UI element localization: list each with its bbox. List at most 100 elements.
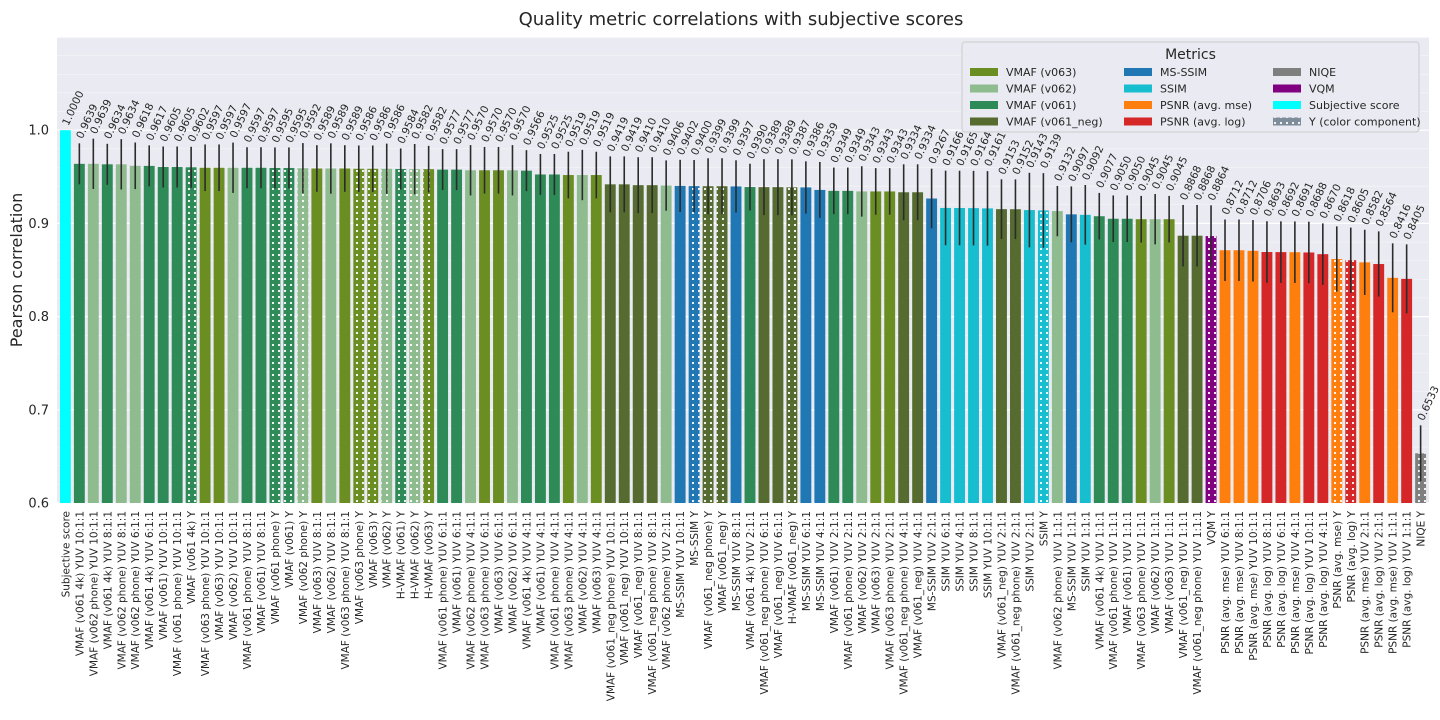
category-label: VMAF (v061 4k) YUV 6:1:1: [144, 511, 156, 649]
bar-dot-hatch: [1205, 236, 1217, 503]
bar: [618, 184, 630, 504]
category-label: MS-SSIM YUV 6:1:1: [801, 511, 813, 611]
bar: [1079, 214, 1091, 503]
category-label: VMAF (v062) YUV 4:1:1: [577, 511, 589, 633]
category-label: VMAF (v062) YUV 1:1:1: [1150, 511, 1162, 633]
y-tick-label: 1.0: [28, 124, 49, 139]
bar: [940, 207, 952, 503]
category-label: PSNR (avg. mse) Y: [1332, 510, 1344, 608]
bar: [1247, 250, 1259, 503]
bar-dot-hatch: [786, 187, 798, 503]
bar: [520, 170, 532, 503]
bar: [968, 208, 979, 503]
error-bars: [78, 138, 1422, 482]
bar: [1023, 210, 1035, 504]
category-label: VMAF (v061_neg phone) YUV 8:1:1: [647, 511, 659, 695]
category-label: VMAF (v063) YUV 4:1:1: [591, 511, 603, 633]
category-label: VMAF (v061 phone) YUV 4:1:1: [549, 511, 561, 670]
bar-dot-hatch: [381, 168, 393, 504]
bar-dot-hatch: [688, 186, 700, 503]
bar: [898, 192, 910, 504]
legend-swatch: [970, 84, 998, 93]
bar: [1009, 209, 1021, 504]
bar-dot-hatch: [1037, 210, 1049, 504]
bar: [1093, 216, 1105, 503]
bar: [1261, 252, 1273, 503]
category-label: VMAF (v061_neg phone) YUV 2:1:1: [1010, 511, 1022, 695]
bar: [465, 170, 477, 503]
category-label: NIQE Y: [1416, 510, 1428, 546]
category-label: VMAF (v061 phone) Y: [270, 510, 282, 624]
category-label: H-VMAF (v063) Y: [424, 510, 436, 599]
legend-swatch-hatch: [1273, 117, 1301, 126]
bar: [129, 165, 141, 503]
legend-label: VMAF (v061): [1006, 99, 1076, 112]
category-label: VMAF (v063 phone) YUV 4:1:1: [563, 511, 575, 670]
bar: [828, 190, 840, 503]
category-label: PSNR (avg. mse) YUV 6:1:1: [1220, 511, 1232, 654]
category-label: VMAF (v061 4k) YUV 10:1:1: [74, 511, 86, 656]
bar: [1191, 235, 1203, 503]
bar: [227, 167, 239, 504]
bar: [730, 186, 742, 503]
category-label: VMAF (v061_neg) YUV 8:1:1: [633, 511, 645, 658]
bar: [590, 175, 602, 503]
category-label: SSIM Y: [1038, 510, 1050, 546]
category-label: SSIM YUV 4:1:1: [955, 511, 967, 592]
bar: [115, 164, 127, 503]
category-label: VMAF (v061_neg) YUV 6:1:1: [773, 511, 785, 658]
category-label: MS-SSIM YUV 10:1:1: [675, 511, 687, 618]
category-label: VMAF (v061 phone) YUV 8:1:1: [242, 511, 254, 670]
legend-swatch: [970, 101, 998, 109]
category-label: VMAF (v061) YUV 1:1:1: [1122, 511, 1134, 633]
category-label: VMAF (v063) YUV 10:1:1: [214, 511, 226, 640]
bar: [1135, 219, 1147, 503]
legend-label: PSNR (avg. log): [1160, 116, 1246, 129]
category-label: VMAF (v061_neg phone) YUV 1:1:1: [1192, 511, 1204, 695]
bar: [842, 190, 854, 503]
bar: [213, 167, 225, 504]
legend-label: VMAF (v063): [1006, 66, 1076, 79]
bar: [772, 187, 784, 503]
bar: [604, 184, 616, 504]
bar: [926, 198, 938, 503]
category-label: SSIM YUV 6:1:1: [941, 511, 953, 592]
bar: [451, 169, 463, 503]
bar: [562, 175, 574, 503]
category-label: VMAF (v062) YUV 6:1:1: [507, 511, 519, 633]
bar-series: [59, 130, 1427, 504]
bar: [1051, 211, 1063, 503]
legend-swatch: [1273, 68, 1301, 76]
category-label: H-VMAF (v061_neg) Y: [787, 510, 799, 624]
category-label: VMAF (v061) YUV 4:1:1: [535, 511, 547, 633]
bar: [143, 165, 155, 503]
category-label: PSNR (avg. log) YUV 1:1:1: [1402, 511, 1414, 648]
category-label: VMAF (v061 4k) YUV 4:1:1: [521, 511, 533, 649]
category-label: VMAF (v062 phone) YUV 1:1:1: [1052, 511, 1064, 670]
category-label: VMAF (v061 phone) YUV 10:1:1: [172, 511, 184, 676]
category-label: VMAF (v061 4k) YUV 1:1:1: [1094, 511, 1106, 649]
category-label: VMAF (v061_neg) YUV 2:1:1: [996, 511, 1008, 658]
legend-swatch: [1273, 101, 1301, 109]
bar: [1289, 252, 1301, 503]
bar: [1149, 219, 1161, 503]
category-label: VMAF (v063 phone) Y: [354, 510, 366, 624]
y-tick-label: 0.8: [28, 310, 49, 325]
y-tick-label: 0.7: [28, 403, 49, 418]
bar: [1387, 277, 1399, 503]
category-label: VMAF (v063) Y: [368, 510, 380, 588]
bar: [758, 187, 770, 503]
category-label: SSIM YUV 1:1:1: [1080, 511, 1092, 592]
bar: [1163, 219, 1175, 503]
category-label: SSIM YUV 2:1:1: [1024, 511, 1036, 592]
bar: [1121, 218, 1133, 504]
bar: [87, 163, 99, 503]
bar: [744, 187, 756, 503]
legend-swatch: [1124, 101, 1152, 109]
legend-swatch: [970, 117, 998, 126]
bar: [437, 169, 449, 503]
bar-dot-hatch: [269, 167, 281, 504]
bar: [996, 209, 1007, 504]
bar-dot-hatch: [716, 186, 728, 503]
category-label: VMAF (v062 phone) YUV 4:1:1: [466, 511, 478, 670]
